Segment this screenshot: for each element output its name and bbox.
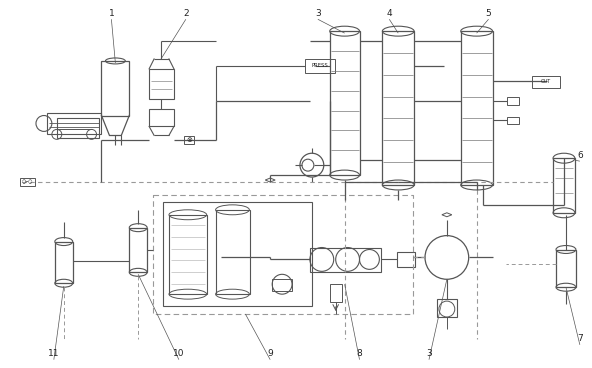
Bar <box>437 299 457 317</box>
Bar <box>507 97 519 105</box>
Bar <box>310 248 381 272</box>
Text: 8: 8 <box>356 349 362 358</box>
Bar <box>507 117 519 124</box>
Bar <box>149 69 174 99</box>
Text: 6: 6 <box>577 151 583 160</box>
Text: OUT: OUT <box>541 79 551 84</box>
Text: ⊗: ⊗ <box>186 137 192 143</box>
Bar <box>215 210 250 294</box>
Text: 11: 11 <box>48 349 60 358</box>
Bar <box>184 137 194 144</box>
Bar <box>129 228 147 272</box>
Bar <box>532 76 560 88</box>
Text: 9: 9 <box>268 349 273 358</box>
Text: 3: 3 <box>315 9 321 18</box>
Bar <box>47 113 101 134</box>
Text: 1: 1 <box>108 9 114 18</box>
Bar <box>272 279 292 291</box>
Bar <box>556 250 576 287</box>
Text: ○─○: ○─○ <box>21 180 33 184</box>
Bar <box>169 215 207 294</box>
Bar <box>397 252 415 268</box>
Bar <box>20 178 35 186</box>
Text: 5: 5 <box>485 9 491 18</box>
Text: 7: 7 <box>577 334 583 343</box>
Text: 10: 10 <box>173 349 185 358</box>
Bar <box>101 61 129 116</box>
Bar <box>149 109 174 127</box>
Text: 2: 2 <box>183 9 189 18</box>
Bar <box>57 118 98 138</box>
Bar <box>55 241 73 283</box>
Bar <box>461 31 493 185</box>
Bar <box>305 59 334 73</box>
Text: PRESS: PRESS <box>311 63 328 68</box>
Bar <box>330 284 342 302</box>
Bar <box>163 202 312 306</box>
Text: 3: 3 <box>426 349 432 358</box>
Text: 4: 4 <box>387 9 392 18</box>
Bar <box>330 31 359 175</box>
Bar <box>553 158 575 213</box>
Bar <box>382 31 414 185</box>
